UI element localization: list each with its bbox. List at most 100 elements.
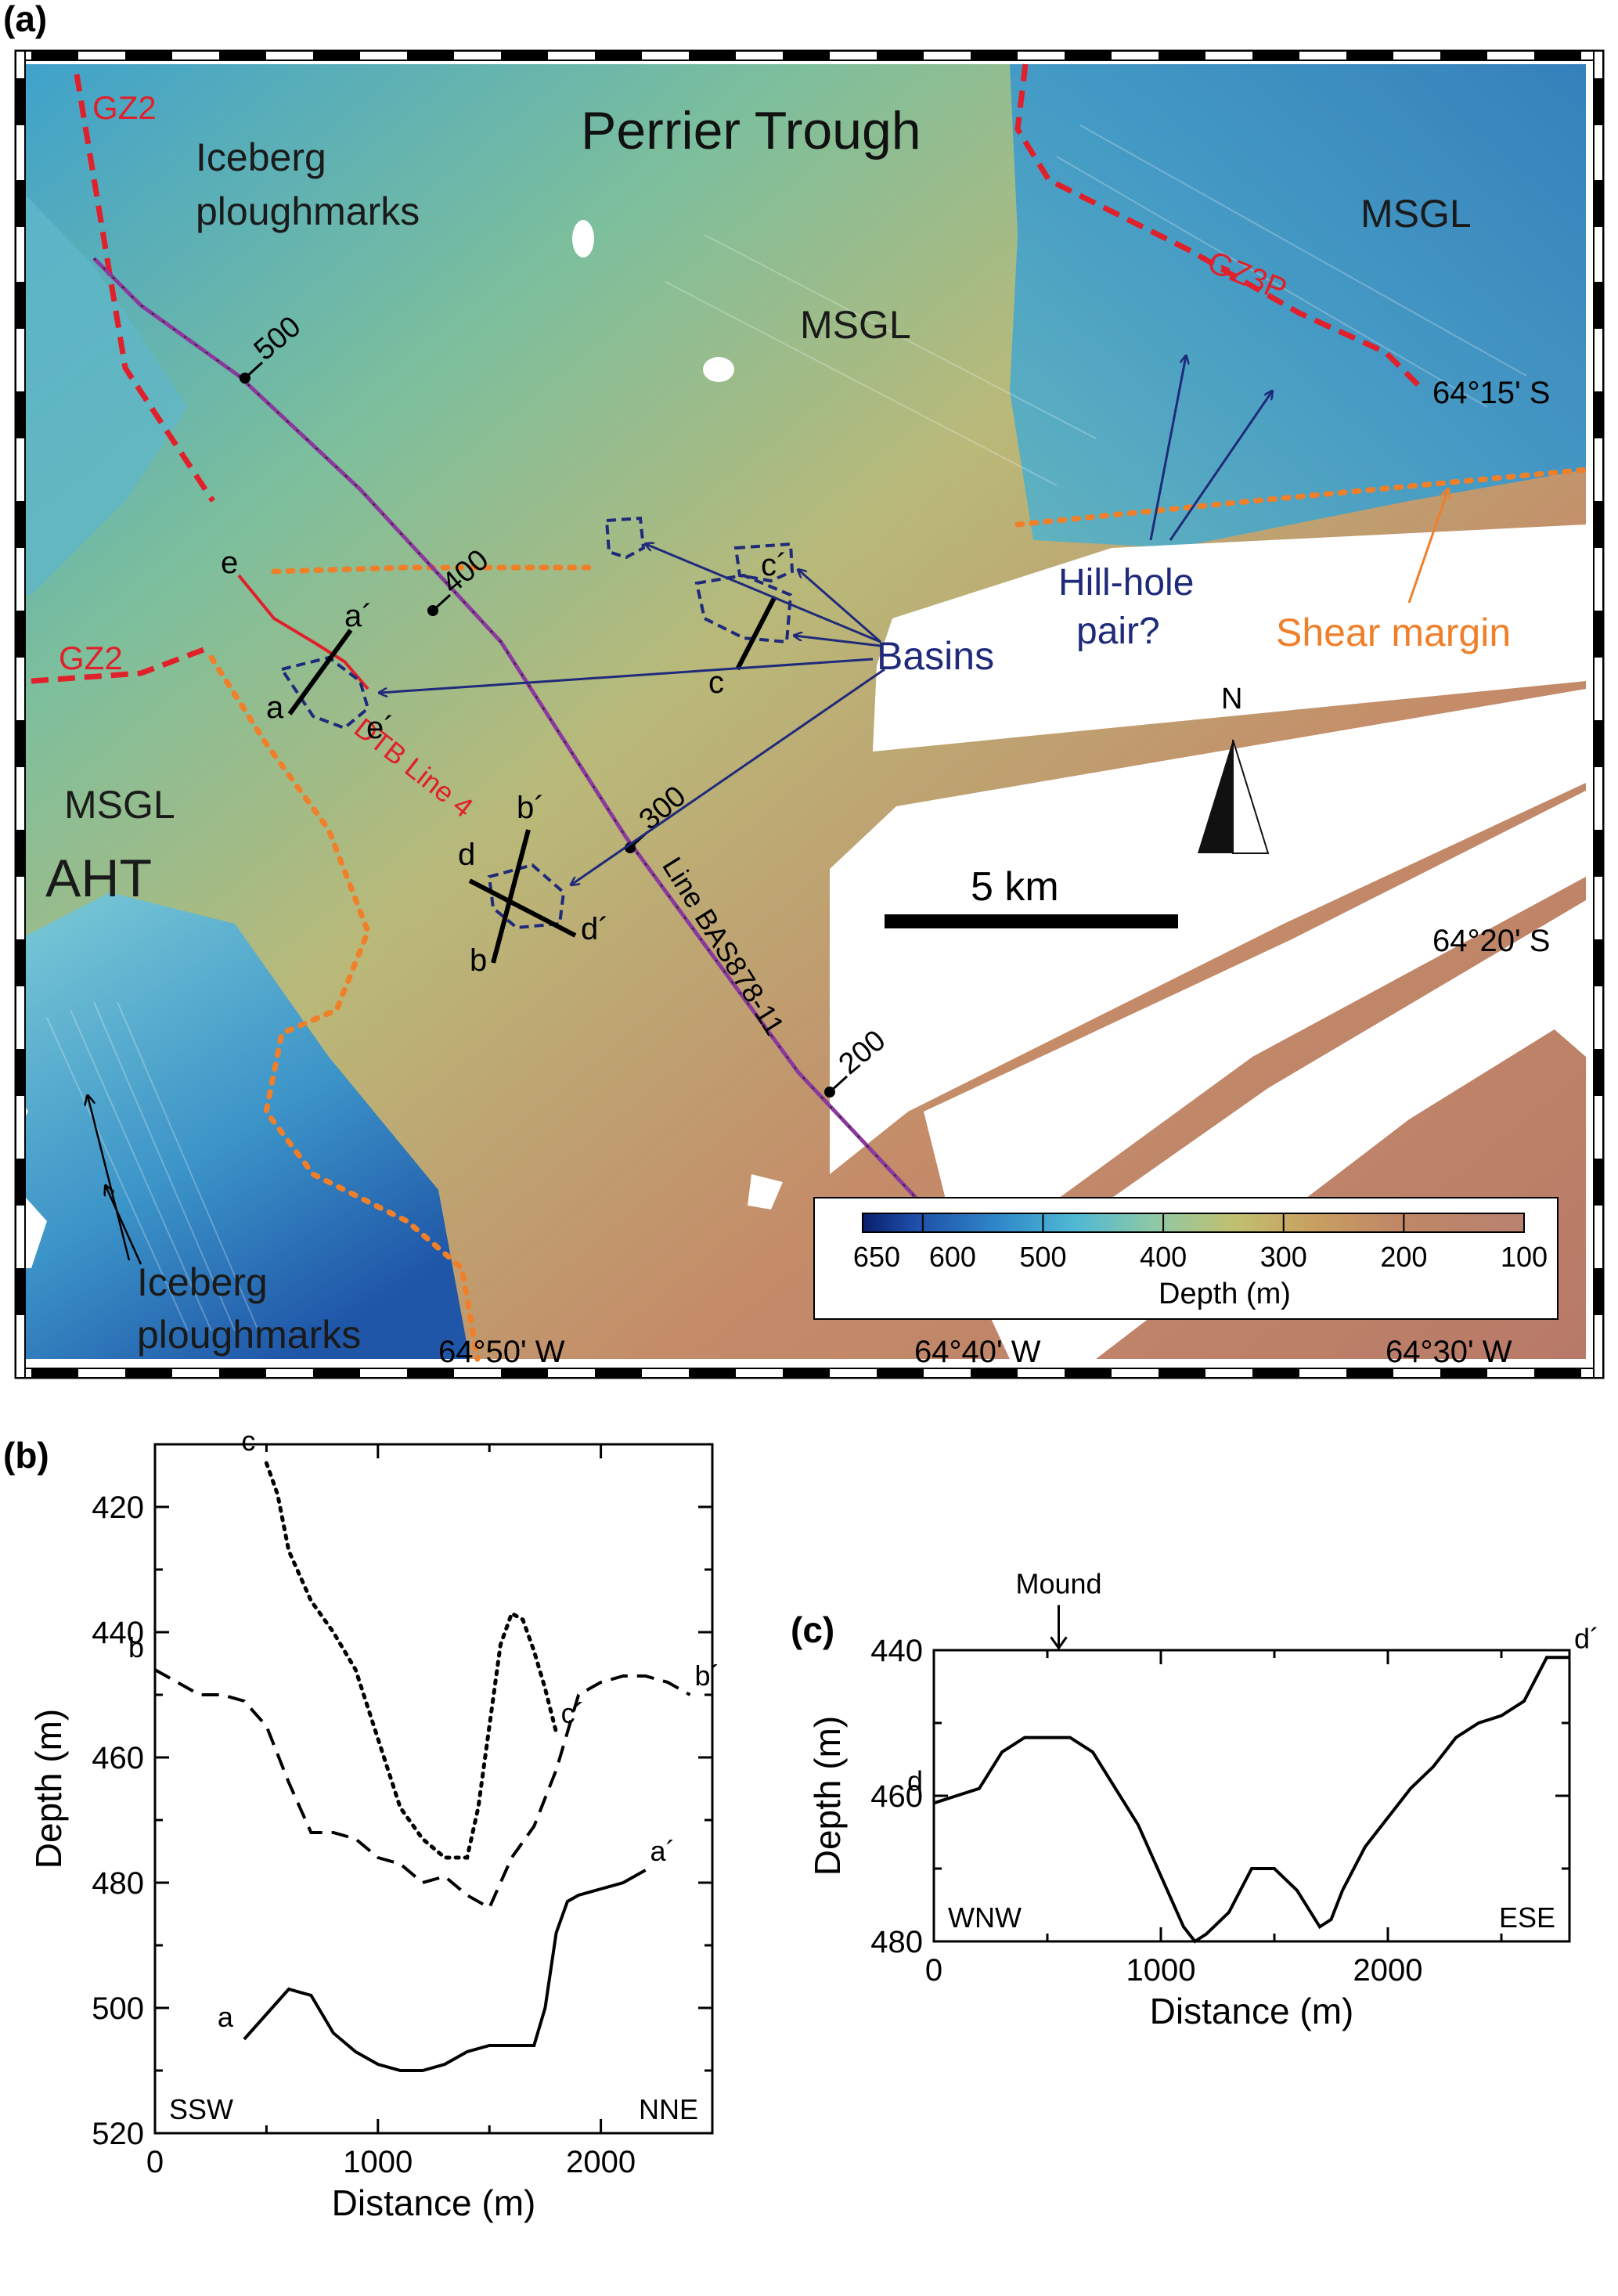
bathymetry bbox=[19, 64, 1586, 1359]
label-b-prime: b´ bbox=[517, 791, 545, 825]
gz2-left-label: GZ2 bbox=[59, 640, 123, 676]
annotation-label: Mound bbox=[1015, 1567, 1101, 1599]
scale-label: 5 km bbox=[971, 864, 1059, 910]
lon-label-3: 64°30' W bbox=[1386, 1335, 1512, 1369]
colorbar-ramp bbox=[862, 1213, 1525, 1233]
x-tick-label: 1000 bbox=[1126, 1953, 1196, 1988]
y-tick-label: 520 bbox=[92, 2117, 144, 2151]
corner-label-right: ESE bbox=[1499, 1901, 1555, 1934]
profile-lines bbox=[287, 595, 777, 964]
gz2-top-label: GZ2 bbox=[92, 89, 157, 126]
hillhole-arrows bbox=[1149, 356, 1272, 541]
y-axis-label: Depth (m) bbox=[28, 1709, 69, 1869]
corner-label-left: WNW bbox=[948, 1901, 1022, 1934]
y-axis-label: Depth (m) bbox=[807, 1716, 848, 1876]
colorbar-tick-label: 650 bbox=[853, 1241, 900, 1273]
plot-frame bbox=[153, 1443, 714, 2135]
basin-d bbox=[487, 863, 566, 930]
msgl-center-label: MSGL bbox=[800, 303, 911, 347]
label-a: a bbox=[266, 690, 284, 725]
y-tick-label: 460 bbox=[870, 1779, 923, 1814]
colorbar-tick-label: 100 bbox=[1501, 1241, 1548, 1273]
profile-a bbox=[287, 629, 353, 715]
lon-label-2: 64°40' W bbox=[914, 1335, 1041, 1369]
series-end-label: d´ bbox=[1574, 1622, 1599, 1654]
profile-end-labels: a a´ c c´ d d´ b b´ e e´ bbox=[221, 546, 787, 978]
series-end-label: b´ bbox=[695, 1660, 720, 1692]
panel-c-label: (c) bbox=[791, 1609, 834, 1650]
label-d-prime: d´ bbox=[581, 912, 609, 946]
iceberg-arrows bbox=[88, 1096, 142, 1265]
colorbar-tick-label: 400 bbox=[1140, 1241, 1187, 1273]
colorbar-tick-label: 600 bbox=[929, 1241, 976, 1273]
series-line-b bbox=[154, 1668, 691, 1910]
map-border bbox=[15, 50, 1604, 1379]
series-line-c bbox=[264, 1461, 559, 1860]
series-end-label: a´ bbox=[650, 1835, 676, 1867]
lon-label-1: 64°50' W bbox=[438, 1335, 565, 1369]
aht-label: AHT bbox=[45, 849, 152, 908]
y-tick-label: 420 bbox=[92, 1490, 144, 1525]
x-tick-label: 1000 bbox=[343, 2145, 413, 2179]
label-e-prime: e´ bbox=[366, 711, 395, 745]
label-e: e bbox=[221, 546, 238, 580]
scale-bar: 5 km bbox=[885, 864, 1178, 928]
map-title: Perrier Trough bbox=[581, 101, 921, 160]
chart-c: 0 1000 2000 440 460 480 Distance (m) Depth (m) W… bbox=[807, 1567, 1599, 2031]
y-tick-label: 480 bbox=[870, 1925, 923, 1959]
x-tick-label: 0 bbox=[146, 2145, 164, 2179]
basin-c bbox=[694, 573, 793, 644]
panel-b-label: (b) bbox=[3, 1435, 49, 1476]
x-axis-label: Distance (m) bbox=[332, 2182, 536, 2223]
msgl-right-label: MSGL bbox=[1360, 192, 1472, 236]
y-tick-label: 460 bbox=[92, 1741, 144, 1775]
label-b: b bbox=[470, 943, 487, 978]
grounding-zone-lines bbox=[31, 63, 1427, 684]
hillhole-label-2: pair? bbox=[1076, 611, 1160, 652]
series-line-a bbox=[243, 1869, 647, 2072]
series-start-label: a bbox=[218, 2001, 234, 2033]
y-tick-label: 440 bbox=[92, 1616, 144, 1650]
series-line-d bbox=[933, 1656, 1569, 1944]
chart-b: 0 1000 2000 420 440 460 480 500 520 Distance (m) D… bbox=[28, 1425, 720, 2223]
colorbar-tick-label: 200 bbox=[1380, 1241, 1427, 1273]
basin-north bbox=[604, 516, 646, 560]
north-arrow-icon: N bbox=[1198, 683, 1270, 854]
y-tick-label: 440 bbox=[870, 1634, 923, 1668]
colorbar-ticks: 650 600 500 400 300 200 100 bbox=[853, 1213, 1548, 1273]
lat-label-1: 64°15' S bbox=[1432, 376, 1550, 410]
lat-label-2: 64°20' S bbox=[1432, 924, 1550, 958]
series-end-label: c´ bbox=[561, 1697, 585, 1729]
corner-label-right: NNE bbox=[639, 2093, 698, 2125]
shear-margin-label: Shear margin bbox=[1276, 611, 1511, 654]
north-label: N bbox=[1221, 683, 1242, 715]
colorbar-tick-label: 500 bbox=[1019, 1241, 1066, 1273]
profile-d bbox=[468, 878, 577, 938]
shear-arrow bbox=[1407, 489, 1448, 604]
series-start-label: d bbox=[907, 1764, 923, 1797]
basin-c-north bbox=[733, 542, 795, 583]
series-start-label: c bbox=[241, 1425, 255, 1457]
x-axis-label: Distance (m) bbox=[1150, 1991, 1354, 2031]
iceberg-top-label-2: ploughmarks bbox=[196, 189, 420, 233]
colorbar-tick-label: 300 bbox=[1260, 1241, 1307, 1273]
x-tick-label: 2000 bbox=[566, 2145, 636, 2179]
label-a-prime: a´ bbox=[344, 599, 373, 633]
basin-arrows bbox=[380, 544, 885, 885]
y-tick-label: 500 bbox=[92, 1991, 144, 2026]
profile-b bbox=[491, 829, 531, 964]
label-c: c bbox=[708, 665, 724, 700]
basins-label: Basins bbox=[877, 634, 994, 678]
plot-frame bbox=[932, 1649, 1571, 1943]
colorbar-label: Depth (m) bbox=[1159, 1278, 1291, 1310]
label-d: d bbox=[458, 838, 475, 872]
annotation-arrowhead bbox=[1050, 1636, 1068, 1650]
label-c-prime: c´ bbox=[761, 548, 787, 582]
map-panel: 500 400 300 200 Line BAS878-11 DTB Line … bbox=[14, 49, 1605, 1379]
msgl-left-label: MSGL bbox=[64, 783, 175, 827]
iceberg-bottom-label-1: Iceberg bbox=[137, 1260, 268, 1304]
x-tick-label: 2000 bbox=[1353, 1953, 1423, 1988]
iceberg-bottom-label-2: ploughmarks bbox=[137, 1313, 361, 1357]
series-start-label: b bbox=[128, 1631, 144, 1663]
